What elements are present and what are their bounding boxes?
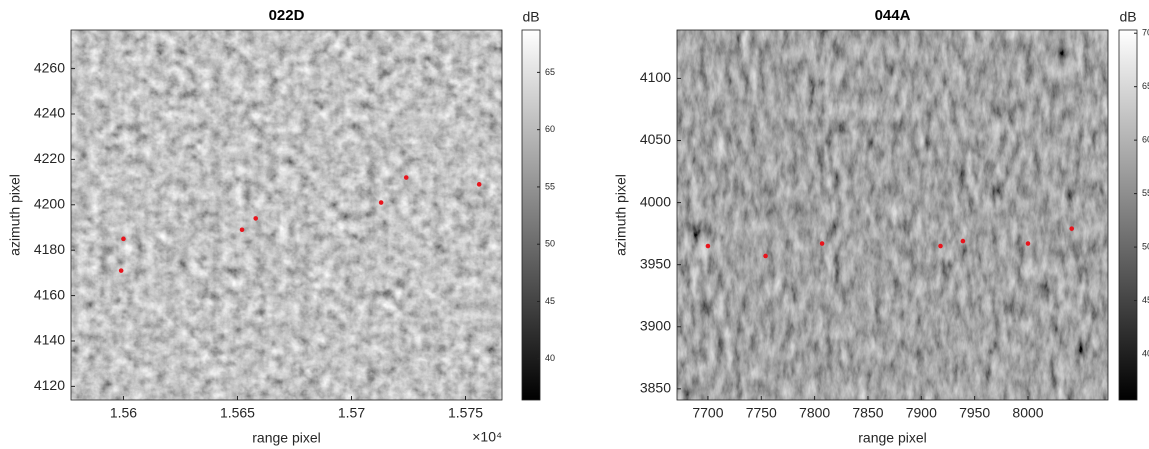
colorbar-tick-label: 45 [1142,295,1149,305]
colorbar-tick-label: 65 [545,67,555,77]
chart-title: 022D [269,7,305,24]
point [1026,241,1031,246]
point [820,241,825,246]
y-tick-label: 4160 [34,286,65,302]
x-tick-label: 8000 [1012,405,1043,421]
colorbar-label: dB [1119,9,1136,25]
y-tick-label: 4050 [640,131,671,147]
chart-title: 044A [875,7,911,24]
point [119,268,124,273]
colorbar-tick-label: 50 [1142,241,1149,251]
point [961,239,966,244]
colorbar-tick-label: 70 [1142,28,1149,38]
x-tick-label: 1.57 [338,405,365,421]
colorbar [1119,30,1137,400]
colorbar [522,30,540,400]
point [477,182,482,187]
x-tick-label: 1.565 [220,405,255,421]
x-tick-label: 1.56 [110,405,137,421]
colorbar-tick-label: 45 [545,296,555,306]
y-tick-label: 4180 [34,241,65,257]
sar-image [677,30,1108,400]
point [379,200,384,205]
colorbar-tick-label: 60 [545,124,555,134]
point [706,244,711,249]
point [404,175,409,180]
x-tick-label: 1.575 [448,405,483,421]
x-axis-label: range pixel [858,430,927,446]
y-tick-label: 3950 [640,255,671,271]
colorbar-tick-label: 40 [545,353,555,363]
point [938,244,943,249]
y-tick-label: 4100 [640,69,671,85]
y-tick-label: 4200 [34,195,65,211]
y-axis-label: azimuth pixel [7,174,23,256]
x-tick-label: 7900 [906,405,937,421]
colorbar-label: dB [522,9,539,25]
y-tick-label: 4220 [34,150,65,166]
y-tick-label: 4140 [34,332,65,348]
y-tick-label: 4120 [34,377,65,393]
y-axis-label: azimuth pixel [613,174,629,256]
colorbar-tick-label: 60 [1142,135,1149,145]
x-multiplier: ×10⁴ [472,429,502,445]
y-tick-label: 3900 [640,317,671,333]
x-tick-label: 7950 [959,405,990,421]
y-tick-label: 4000 [640,193,671,209]
y-tick-label: 4240 [34,105,65,121]
colorbar-tick-label: 40 [1142,348,1149,358]
x-axis-label: range pixel [252,430,321,446]
figure: 022D range pixel azimuth pixel ×10⁴ 1.56 1.56… [0,0,1149,449]
point [121,237,126,242]
point [253,216,258,221]
point [763,254,768,259]
x-tick-label: 7850 [852,405,883,421]
y-tick-label: 4260 [34,59,65,75]
x-tick-label: 7800 [799,405,830,421]
point [1069,226,1074,231]
colorbar-tick-label: 55 [545,181,555,191]
y-tick-label: 3850 [640,380,671,396]
colorbar-tick-label: 65 [1142,81,1149,91]
sar-image [71,30,502,400]
point [240,227,245,232]
colorbar-tick-label: 50 [545,239,555,249]
x-tick-label: 7750 [746,405,777,421]
x-tick-label: 7700 [692,405,723,421]
colorbar-tick-label: 55 [1142,188,1149,198]
